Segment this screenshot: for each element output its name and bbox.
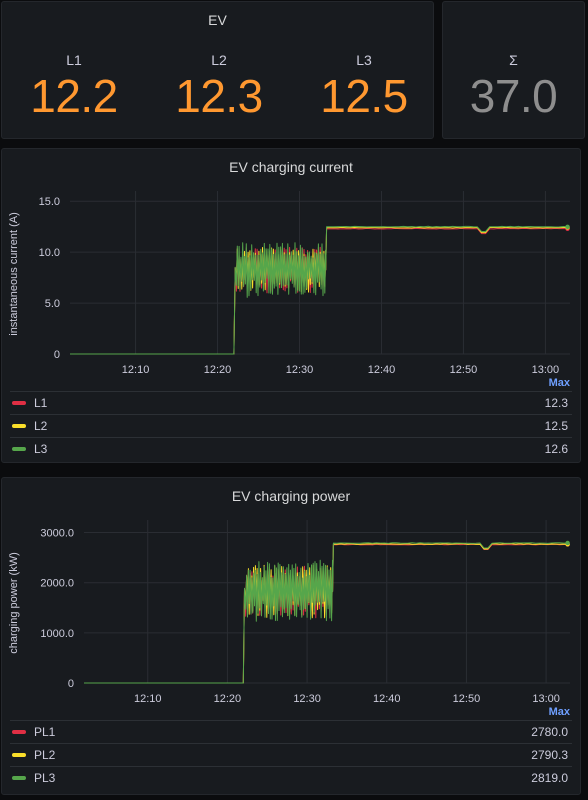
y-axis-label: charging power (kW) bbox=[8, 552, 20, 653]
ev-stat-panel: EV L1 12.2 L2 12.3 L3 12.5 bbox=[1, 1, 434, 139]
current-legend-header[interactable]: Max bbox=[548, 377, 570, 389]
legend-item-max: 2790.3 bbox=[531, 748, 568, 762]
legend-swatch bbox=[12, 730, 26, 734]
y-tick-label: 10.0 bbox=[39, 247, 60, 259]
stat-l1-value: 12.2 bbox=[30, 70, 118, 122]
legend-item-pl2[interactable]: PL2 2790.3 bbox=[10, 743, 572, 766]
legend-item-l1[interactable]: L1 12.3 bbox=[10, 391, 572, 414]
stat-sum-value: 37.0 bbox=[469, 70, 558, 122]
y-tick-label: 15.0 bbox=[39, 196, 60, 208]
legend-item-label: PL3 bbox=[34, 771, 56, 785]
stat-l3-label: L3 bbox=[356, 52, 372, 68]
series-line-pl3[interactable] bbox=[84, 542, 568, 684]
legend-swatch bbox=[12, 447, 26, 451]
stat-l3-value: 12.5 bbox=[320, 70, 408, 122]
power-legend: Max PL1 2780.0 PL2 2790.3 PL3 2819.0 bbox=[10, 706, 572, 789]
y-tick-label: 5.0 bbox=[45, 298, 60, 310]
y-tick-label: 2000.0 bbox=[40, 578, 74, 590]
y-axis-label: instantaneous current (A) bbox=[8, 212, 20, 336]
legend-item-max: 12.6 bbox=[544, 442, 568, 456]
x-tick-label: 12:20 bbox=[204, 364, 232, 376]
x-tick-label: 13:00 bbox=[532, 364, 560, 376]
legend-swatch bbox=[12, 753, 26, 757]
current-chart[interactable]: 0 5.0 10.0 15.0 12:10 12:20 12:30 12:40 12:50 13:… bbox=[2, 179, 580, 419]
series-line-l3[interactable] bbox=[70, 225, 568, 355]
x-tick-label: 13:00 bbox=[532, 693, 560, 705]
legend-swatch bbox=[12, 776, 26, 780]
legend-item-label: PL2 bbox=[34, 748, 56, 762]
legend-item-max: 12.3 bbox=[544, 396, 568, 410]
sum-stat-panel: Σ 37.0 bbox=[442, 1, 585, 139]
stat-l2: L2 12.3 bbox=[169, 52, 269, 120]
stat-l2-label: L2 bbox=[211, 52, 227, 68]
x-tick-label: 12:50 bbox=[450, 364, 478, 376]
stat-l1: L1 12.2 bbox=[24, 52, 124, 120]
current-chart-title: EV charging current bbox=[229, 159, 353, 175]
legend-item-l2[interactable]: L2 12.5 bbox=[10, 414, 572, 437]
current-chart-panel: EV charging current 0 5.0 10.0 15.0 12:10 12:… bbox=[1, 148, 581, 463]
series-end-point bbox=[565, 540, 570, 546]
y-tick-label: 0 bbox=[68, 678, 74, 690]
legend-item-pl1[interactable]: PL1 2780.0 bbox=[10, 720, 572, 743]
power-chart[interactable]: 0 1000.0 2000.0 3000.0 12:10 12:20 12:30 12:40 1… bbox=[2, 508, 580, 748]
power-chart-panel: EV charging power 0 1000.0 2000.0 3000.0 12:… bbox=[1, 477, 581, 795]
stat-sum: Σ 37.0 bbox=[443, 52, 584, 120]
legend-item-max: 2819.0 bbox=[531, 771, 568, 785]
series-end-point bbox=[565, 224, 570, 230]
stat-l2-value: 12.3 bbox=[175, 70, 263, 122]
legend-item-pl3[interactable]: PL3 2819.0 bbox=[10, 766, 572, 789]
x-tick-label: 12:40 bbox=[368, 364, 396, 376]
x-tick-label: 12:10 bbox=[122, 364, 150, 376]
stat-l1-label: L1 bbox=[66, 52, 82, 68]
legend-item-label: L3 bbox=[34, 442, 48, 456]
x-tick-label: 12:20 bbox=[214, 693, 242, 705]
legend-item-max: 12.5 bbox=[544, 419, 568, 433]
legend-item-label: PL1 bbox=[34, 725, 56, 739]
ev-panel-title: EV bbox=[208, 12, 227, 28]
x-tick-label: 12:30 bbox=[293, 693, 321, 705]
legend-item-label: L1 bbox=[34, 396, 48, 410]
legend-swatch bbox=[12, 401, 26, 405]
current-legend: Max L1 12.3 L2 12.5 L3 12.6 bbox=[10, 377, 572, 460]
x-tick-label: 12:40 bbox=[373, 693, 401, 705]
x-tick-label: 12:50 bbox=[453, 693, 481, 705]
power-legend-header[interactable]: Max bbox=[548, 706, 570, 718]
legend-swatch bbox=[12, 424, 26, 428]
legend-item-max: 2780.0 bbox=[531, 725, 568, 739]
y-tick-label: 1000.0 bbox=[40, 628, 74, 640]
x-tick-label: 12:30 bbox=[286, 364, 314, 376]
power-chart-title: EV charging power bbox=[231, 488, 351, 504]
legend-item-label: L2 bbox=[34, 419, 48, 433]
stat-l3: L3 12.5 bbox=[314, 52, 414, 120]
y-tick-label: 3000.0 bbox=[40, 528, 74, 540]
x-tick-label: 12:10 bbox=[134, 693, 162, 705]
stat-sum-label: Σ bbox=[509, 52, 518, 68]
legend-item-l3[interactable]: L3 12.6 bbox=[10, 437, 572, 460]
y-tick-label: 0 bbox=[54, 349, 60, 361]
